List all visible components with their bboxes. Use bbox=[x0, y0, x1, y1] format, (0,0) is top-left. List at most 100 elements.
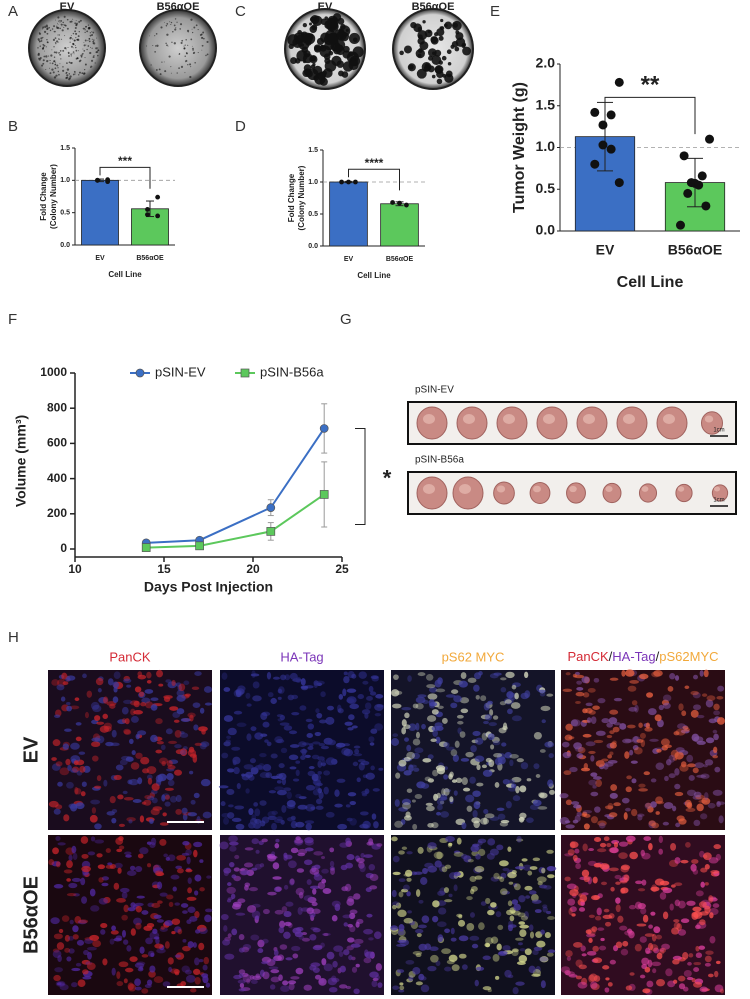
cell bbox=[403, 917, 414, 924]
cell bbox=[281, 805, 287, 813]
cell bbox=[587, 687, 596, 693]
colony bbox=[91, 38, 93, 40]
cell bbox=[156, 881, 163, 890]
colony bbox=[176, 72, 178, 74]
cell bbox=[357, 694, 365, 700]
colony bbox=[313, 45, 322, 53]
colony bbox=[45, 46, 47, 48]
colony bbox=[50, 60, 51, 61]
cell bbox=[541, 867, 546, 874]
cell bbox=[484, 714, 493, 721]
cell bbox=[490, 744, 495, 750]
cell bbox=[136, 895, 145, 899]
data-point bbox=[590, 159, 600, 169]
colony bbox=[451, 20, 462, 31]
cell bbox=[528, 965, 536, 974]
cell bbox=[91, 737, 101, 742]
cell bbox=[103, 725, 112, 732]
cell bbox=[459, 731, 466, 738]
cell bbox=[472, 730, 481, 737]
colony bbox=[72, 47, 74, 49]
cell bbox=[369, 742, 375, 746]
cell bbox=[519, 924, 530, 929]
cell bbox=[619, 880, 628, 884]
cell bbox=[361, 709, 371, 715]
cell bbox=[156, 669, 164, 678]
cell bbox=[426, 805, 435, 812]
y-tick-label: 0.0 bbox=[60, 242, 70, 249]
cell bbox=[243, 764, 254, 770]
cell bbox=[497, 813, 506, 820]
cell bbox=[158, 683, 164, 687]
cell bbox=[312, 945, 323, 951]
colony bbox=[73, 70, 76, 73]
cell bbox=[166, 773, 174, 781]
cell bbox=[574, 814, 581, 822]
colony bbox=[55, 40, 59, 43]
colony bbox=[55, 19, 56, 21]
cell bbox=[406, 744, 412, 752]
cell bbox=[186, 896, 197, 901]
cell bbox=[655, 934, 663, 940]
cell bbox=[608, 812, 618, 818]
cell bbox=[548, 753, 554, 759]
colony bbox=[61, 25, 63, 27]
colony bbox=[422, 20, 426, 24]
colony bbox=[69, 41, 71, 43]
cell bbox=[376, 843, 383, 847]
cell bbox=[301, 748, 307, 756]
cell bbox=[412, 967, 421, 975]
cell bbox=[499, 701, 507, 706]
cell bbox=[416, 932, 422, 938]
cell bbox=[103, 896, 111, 904]
colony bbox=[59, 53, 62, 56]
cell bbox=[460, 708, 469, 714]
cell bbox=[115, 764, 124, 771]
cell bbox=[452, 754, 459, 762]
cell bbox=[318, 791, 324, 800]
cell bbox=[229, 845, 237, 852]
cell bbox=[194, 911, 200, 919]
cell bbox=[152, 864, 162, 871]
cell bbox=[426, 715, 437, 722]
cell bbox=[70, 755, 81, 763]
colony bbox=[68, 61, 71, 64]
cell bbox=[546, 849, 554, 854]
cell bbox=[704, 955, 712, 963]
cell bbox=[226, 812, 235, 819]
tumor-highlight bbox=[663, 414, 675, 424]
cell bbox=[171, 918, 181, 925]
cell bbox=[413, 767, 420, 772]
colony bbox=[164, 70, 167, 73]
cell bbox=[331, 900, 341, 908]
cell bbox=[363, 854, 373, 858]
cell bbox=[459, 697, 470, 704]
cell bbox=[629, 749, 634, 756]
cell bbox=[204, 908, 213, 913]
colony bbox=[74, 26, 77, 30]
cell bbox=[257, 939, 265, 948]
cell bbox=[673, 919, 680, 923]
colony bbox=[90, 59, 94, 62]
colony bbox=[342, 61, 354, 72]
cell bbox=[226, 886, 236, 894]
merge-header-part: / bbox=[609, 649, 613, 664]
cell bbox=[540, 929, 545, 935]
colony bbox=[92, 31, 95, 34]
cell bbox=[590, 816, 598, 824]
cell bbox=[346, 898, 355, 906]
cell bbox=[181, 807, 188, 814]
cell bbox=[588, 937, 593, 943]
cell bbox=[622, 738, 632, 744]
cell bbox=[406, 851, 413, 855]
cell bbox=[420, 783, 430, 789]
cell bbox=[259, 800, 267, 806]
cell bbox=[295, 821, 305, 828]
cell bbox=[73, 893, 80, 897]
cell bbox=[54, 967, 64, 973]
cell bbox=[123, 678, 132, 684]
colony bbox=[69, 37, 72, 40]
cell bbox=[574, 674, 585, 679]
cell bbox=[437, 890, 446, 896]
colony bbox=[65, 47, 67, 49]
